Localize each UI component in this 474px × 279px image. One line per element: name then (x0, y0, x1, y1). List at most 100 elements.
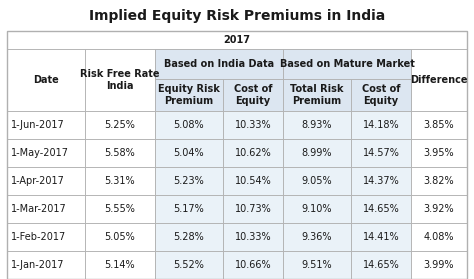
Bar (411, 195, 467, 223)
Bar (283, 195, 351, 223)
Text: 14.18%: 14.18% (363, 120, 399, 130)
Text: 14.41%: 14.41% (363, 232, 399, 242)
Text: 10.66%: 10.66% (235, 260, 271, 270)
Bar (85, 223, 155, 251)
Text: 14.65%: 14.65% (363, 260, 400, 270)
Bar (155, 251, 223, 279)
Text: Total Risk
Premium: Total Risk Premium (290, 84, 344, 106)
Bar (351, 139, 411, 167)
Text: 10.33%: 10.33% (235, 120, 271, 130)
Text: 1-Feb-2017: 1-Feb-2017 (11, 232, 66, 242)
Bar (7, 49, 85, 111)
Text: 9.10%: 9.10% (302, 204, 332, 214)
Text: 1-Mar-2017: 1-Mar-2017 (11, 204, 67, 214)
Text: 5.05%: 5.05% (105, 232, 136, 242)
Text: 3.99%: 3.99% (424, 260, 454, 270)
Text: 5.17%: 5.17% (173, 204, 204, 214)
Text: 10.33%: 10.33% (235, 232, 271, 242)
Bar (411, 251, 467, 279)
Bar (351, 223, 411, 251)
Text: 3.92%: 3.92% (424, 204, 454, 214)
Text: 1-May-2017: 1-May-2017 (11, 148, 69, 158)
Bar (411, 49, 467, 111)
Text: 5.31%: 5.31% (105, 176, 135, 186)
Bar (7, 111, 85, 139)
Bar (411, 111, 467, 139)
Text: Based on India Data: Based on India Data (164, 59, 274, 69)
Bar (223, 79, 283, 111)
Bar (351, 251, 411, 279)
Bar (155, 195, 223, 223)
Text: 1-Jun-2017: 1-Jun-2017 (11, 120, 65, 130)
Bar (85, 167, 155, 195)
Text: Difference: Difference (410, 75, 468, 85)
Text: 8.93%: 8.93% (302, 120, 332, 130)
Text: 14.37%: 14.37% (363, 176, 400, 186)
Text: 5.52%: 5.52% (173, 260, 204, 270)
Bar (85, 195, 155, 223)
Text: 5.55%: 5.55% (105, 204, 136, 214)
Text: Cost of
Equity: Cost of Equity (362, 84, 400, 106)
Bar (351, 167, 411, 195)
Bar (283, 167, 351, 195)
Text: Risk Free Rate
India: Risk Free Rate India (80, 69, 160, 91)
Bar (223, 111, 283, 139)
Text: 5.23%: 5.23% (173, 176, 204, 186)
Text: Based on Mature Market: Based on Mature Market (280, 59, 414, 69)
Bar (155, 167, 223, 195)
Text: 8.99%: 8.99% (302, 148, 332, 158)
Text: 4.08%: 4.08% (424, 232, 454, 242)
Bar (155, 139, 223, 167)
Text: 1-Jan-2017: 1-Jan-2017 (11, 260, 64, 270)
Bar (283, 139, 351, 167)
Bar (155, 111, 223, 139)
Bar (223, 223, 283, 251)
Bar (223, 139, 283, 167)
Text: Cost of
Equity: Cost of Equity (234, 84, 272, 106)
Text: Implied Equity Risk Premiums in India: Implied Equity Risk Premiums in India (89, 9, 385, 23)
Text: 14.57%: 14.57% (363, 148, 400, 158)
Bar (351, 79, 411, 111)
Bar (7, 31, 467, 49)
Bar (85, 49, 155, 111)
Text: 9.51%: 9.51% (301, 260, 332, 270)
Bar (411, 223, 467, 251)
Text: 10.62%: 10.62% (235, 148, 272, 158)
Bar (351, 195, 411, 223)
Text: 9.05%: 9.05% (301, 176, 332, 186)
Text: 5.08%: 5.08% (173, 120, 204, 130)
Text: 5.04%: 5.04% (173, 148, 204, 158)
Text: 3.82%: 3.82% (424, 176, 454, 186)
Bar (7, 31, 467, 279)
Bar (7, 251, 85, 279)
Text: 14.65%: 14.65% (363, 204, 400, 214)
Text: Equity Risk
Premium: Equity Risk Premium (158, 84, 220, 106)
Text: 9.36%: 9.36% (302, 232, 332, 242)
Bar (223, 195, 283, 223)
Bar (283, 79, 351, 111)
Bar (85, 111, 155, 139)
Text: Date: Date (33, 75, 59, 85)
Bar (223, 167, 283, 195)
Bar (411, 167, 467, 195)
Text: 2017: 2017 (224, 35, 250, 45)
Bar (283, 111, 351, 139)
Text: 5.58%: 5.58% (105, 148, 136, 158)
Text: 5.25%: 5.25% (105, 120, 136, 130)
Bar (7, 167, 85, 195)
Bar (7, 223, 85, 251)
Text: 10.73%: 10.73% (235, 204, 272, 214)
Bar (283, 49, 411, 79)
Text: 1-Apr-2017: 1-Apr-2017 (11, 176, 65, 186)
Bar (155, 79, 223, 111)
Text: 3.85%: 3.85% (424, 120, 454, 130)
Bar (223, 251, 283, 279)
Bar (283, 223, 351, 251)
Text: 3.95%: 3.95% (424, 148, 454, 158)
Text: 5.14%: 5.14% (105, 260, 135, 270)
Bar (7, 139, 85, 167)
Bar (155, 223, 223, 251)
Bar (85, 251, 155, 279)
Text: 5.28%: 5.28% (173, 232, 204, 242)
Bar (411, 139, 467, 167)
